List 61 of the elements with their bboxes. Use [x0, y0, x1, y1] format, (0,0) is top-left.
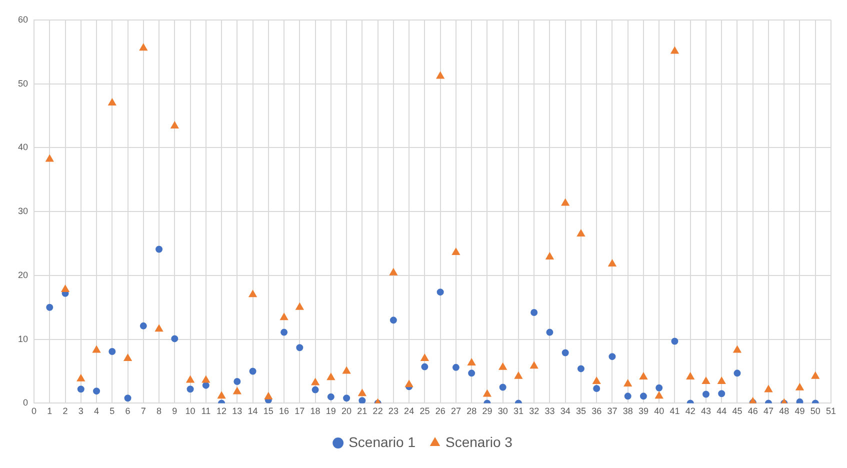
x-tick-label: 45	[732, 406, 742, 416]
x-tick-label: 43	[700, 406, 711, 416]
x-tick-label: 38	[622, 406, 633, 416]
x-tick-label: 4	[94, 406, 100, 416]
y-tick-label: 20	[18, 270, 28, 280]
x-tick-label: 24	[404, 406, 414, 416]
x-tick-label: 51	[826, 406, 836, 416]
x-tick-label: 0	[32, 406, 37, 416]
x-tick-label: 10	[185, 406, 196, 416]
x-tick-label: 48	[779, 406, 790, 416]
x-tick-label: 33	[544, 406, 555, 416]
y-tick-label: 60	[18, 14, 28, 24]
x-tick-label: 31	[513, 406, 524, 416]
y-tick-label: 10	[18, 334, 28, 344]
x-tick-label: 37	[607, 406, 618, 416]
x-tick-label: 46	[748, 406, 758, 416]
x-tick-label: 39	[638, 406, 648, 416]
x-tick-label: 11	[201, 406, 211, 416]
x-tick-label: 25	[420, 406, 430, 416]
x-tick-label: 30	[498, 406, 508, 416]
x-tick-label: 36	[592, 406, 602, 416]
x-tick-label: 9	[172, 406, 178, 416]
x-tick-label: 2	[62, 406, 68, 416]
y-tick-label: 50	[18, 78, 28, 88]
y-tick-label: 0	[22, 398, 28, 408]
x-tick-label: 42	[685, 406, 696, 416]
x-tick-label: 32	[529, 406, 540, 416]
y-tick-label: 40	[18, 142, 28, 152]
x-tick-label: 16	[279, 406, 290, 416]
x-tick-label: 27	[450, 406, 461, 416]
x-tick-label: 23	[388, 406, 398, 416]
x-tick-label: 13	[232, 406, 242, 416]
x-tick-label: 26	[435, 406, 446, 416]
x-tick-label: 49	[794, 406, 805, 416]
legend-label: Scenario 3	[446, 434, 513, 450]
x-tick-label: 15	[263, 406, 274, 416]
x-tick-label: 34	[560, 406, 570, 416]
x-tick-label: 22	[372, 406, 383, 416]
x-tick-label: 6	[125, 406, 130, 416]
x-tick-label: 19	[326, 406, 336, 416]
x-tick-label: 12	[216, 406, 227, 416]
x-tick-label: 18	[310, 406, 320, 416]
x-tick-label: 28	[466, 406, 477, 416]
x-tick-label: 44	[716, 406, 727, 416]
x-tick-label: 14	[248, 406, 258, 416]
x-tick-label: 7	[140, 406, 146, 416]
x-tick-label: 41	[670, 406, 680, 416]
y-tick-label: 30	[18, 206, 28, 216]
x-tick-label: 29	[482, 406, 492, 416]
x-tick-label: 35	[576, 406, 586, 416]
x-tick-label: 17	[294, 406, 305, 416]
x-tick-label: 3	[78, 406, 84, 416]
x-tick-label: 21	[357, 406, 368, 416]
x-tick-label: 47	[763, 406, 774, 416]
x-tick-label: 20	[342, 406, 352, 416]
x-tick-label: 8	[156, 406, 162, 416]
x-tick-label: 50	[810, 406, 820, 416]
x-tick-label: 40	[654, 406, 664, 416]
x-tick-label: 1	[47, 406, 52, 416]
legend-label: Scenario 1	[348, 434, 416, 450]
x-tick-label: 5	[110, 406, 115, 416]
